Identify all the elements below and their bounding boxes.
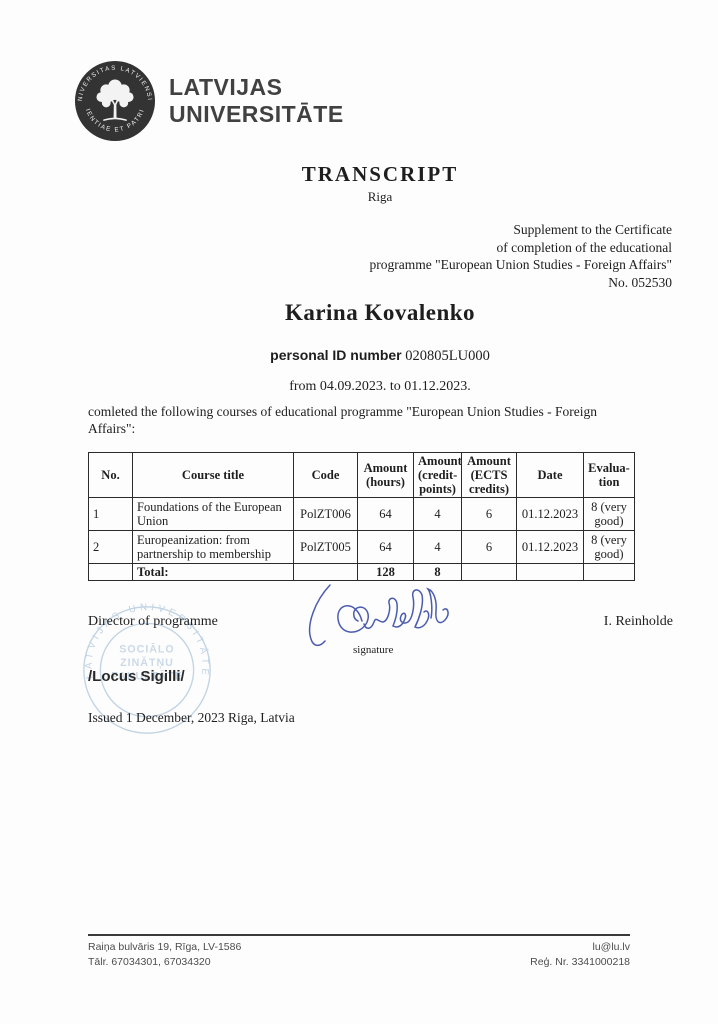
cell-hours: 64	[357, 530, 414, 564]
personal-id-line: personal ID number 020805LU000	[88, 347, 672, 365]
table-total-row: Total: 128 8	[88, 563, 635, 581]
cell-empty	[516, 563, 584, 581]
university-logo: UNIVERSITAS LATVIENSIS SCIENTIAE ET PATR…	[74, 60, 344, 142]
cell-ects: 6	[461, 530, 517, 564]
col-header-evaluation: Evalua- tion	[583, 452, 635, 498]
intro-paragraph: comleted the following courses of educat…	[88, 404, 598, 436]
table-header-row: No. Course title Code Amount (hours) Amo…	[88, 452, 635, 498]
cell-total-label: Total:	[132, 563, 294, 581]
wordmark-line2: UNIVERSITĀTE	[169, 101, 344, 127]
footer-phone: Tālr. 67034301, 67034320	[88, 955, 211, 968]
footer-contact: Raiņa bulvāris 19, Rīga, LV-1586 Tālr. 6…	[88, 940, 241, 969]
cell-empty	[88, 563, 133, 581]
stamp-center-line1: SOCIĀLO	[119, 644, 174, 656]
document-title: TRANSCRIPT	[301, 162, 459, 186]
cell-empty	[293, 563, 358, 581]
supplement-line2: of completion of the educational	[496, 239, 672, 255]
cell-course-title: Europeanization: from partnership to mem…	[132, 530, 294, 564]
col-header-amount-ects: Amount (ECTS credits)	[461, 452, 517, 498]
oak-tree-icon	[96, 79, 134, 122]
stamp-center-line3: FAKULTĀTE	[111, 671, 182, 683]
personal-id-label: personal ID number	[270, 347, 402, 363]
faculty-stamp-icon: LATVIJAS UNIVERSITĀTE SOCIĀLO ZINĀTŅU FA…	[83, 602, 211, 734]
handwritten-signature	[309, 584, 449, 647]
col-header-course-title: Course title	[132, 452, 294, 498]
signature-label: signature	[353, 644, 394, 656]
cell-empty	[461, 563, 517, 581]
col-header-date: Date	[516, 452, 584, 498]
cell-no: 1	[88, 497, 133, 531]
supplement-line3: programme "European Union Studies - Fore…	[369, 257, 672, 272]
cell-evaluation: 8 (very good)	[583, 497, 635, 531]
supplement-note: Supplement to the Certificate of complet…	[370, 221, 672, 291]
director-name: I. Reinholde	[603, 614, 673, 629]
cell-evaluation: 8 (very good)	[583, 530, 635, 564]
course-table: No. Course title Code Amount (hours) Amo…	[88, 452, 635, 581]
page-footer: Raiņa bulvāris 19, Rīga, LV-1586 Tālr. 6…	[88, 934, 630, 969]
wordmark-line1: LATVIJAS	[169, 74, 283, 100]
cell-total-credit-points: 8	[413, 563, 462, 581]
cell-credit-points: 4	[413, 530, 462, 564]
stamp-center-line2: ZINĀTŅU	[120, 657, 174, 669]
study-period: from 04.09.2023. to 01.12.2023.	[289, 379, 471, 394]
cell-code: PolZT006	[293, 497, 358, 531]
student-name: Karina Kovalenko	[284, 300, 476, 325]
cell-code: PolZT005	[293, 530, 358, 564]
issued-line: Issued 1 December, 2023 Riga, Latvia	[88, 710, 295, 725]
supplement-line1: Supplement to the Certificate	[513, 222, 672, 237]
footer-address: Raiņa bulvāris 19, Rīga, LV-1586	[88, 941, 242, 953]
locus-sigilli: /Locus Sigilli/	[88, 668, 185, 685]
footer-email: lu@lu.lv	[592, 941, 630, 953]
cell-no: 2	[88, 530, 133, 564]
cell-date: 01.12.2023	[516, 497, 584, 531]
cell-ects: 6	[461, 497, 517, 531]
certificate-number: No. 052530	[608, 274, 672, 290]
university-seal-icon: UNIVERSITAS LATVIENSIS SCIENTIAE ET PATR…	[74, 60, 156, 142]
cell-total-hours: 128	[357, 563, 414, 581]
title-city: Riga	[367, 189, 393, 204]
col-header-no: No.	[88, 452, 133, 498]
title-block: TRANSCRIPT Riga	[88, 162, 672, 205]
col-header-amount-credit-points: Amount (credit- points)	[413, 452, 462, 498]
cell-date: 01.12.2023	[516, 530, 584, 564]
table-row: 2 Europeanization: from partnership to m…	[88, 530, 635, 564]
cell-hours: 64	[357, 497, 414, 531]
table-row: 1 Foundations of the European Union PolZ…	[88, 497, 635, 531]
col-header-code: Code	[293, 452, 358, 498]
col-header-amount-hours: Amount (hours)	[357, 452, 414, 498]
personal-id-value: 020805LU000	[405, 348, 490, 364]
footer-registration: lu@lu.lv Reģ. Nr. 3341000218	[530, 940, 630, 969]
director-of-programme-label: Director of programme	[88, 614, 218, 629]
cell-credit-points: 4	[413, 497, 462, 531]
footer-reg-number: Reģ. Nr. 3341000218	[530, 955, 630, 968]
university-wordmark: LATVIJAS UNIVERSITĀTE	[169, 74, 344, 128]
cell-empty	[583, 563, 635, 581]
cell-course-title: Foundations of the European Union	[132, 497, 294, 531]
